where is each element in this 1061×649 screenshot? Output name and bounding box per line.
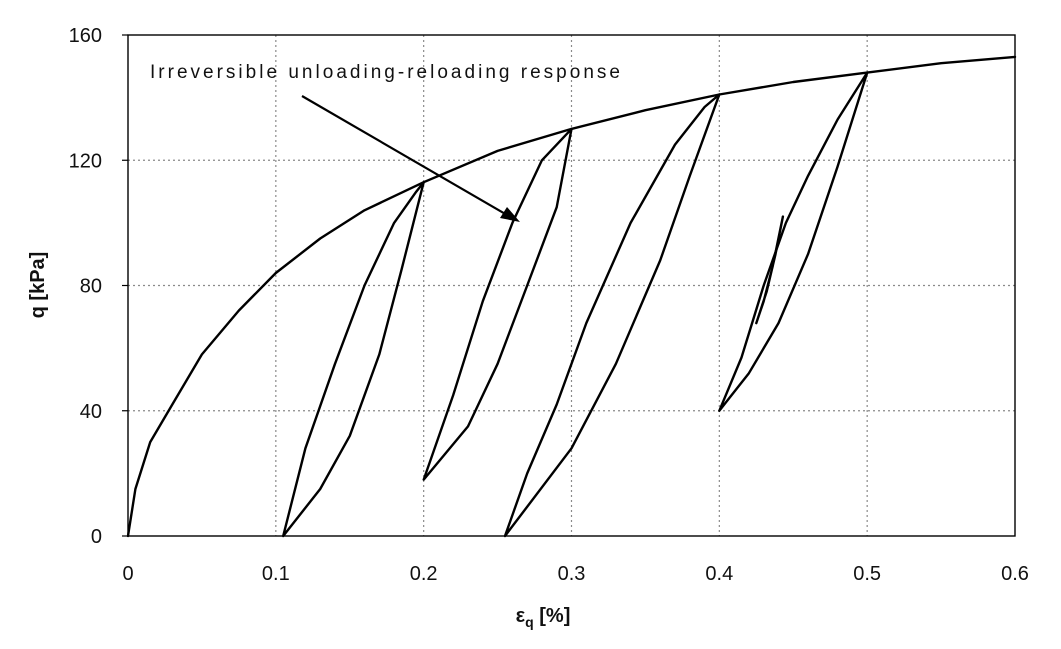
series-loop-4 bbox=[718, 71, 869, 412]
x-tick-label: 0.3 bbox=[558, 563, 586, 585]
series-backbone-curve bbox=[126, 55, 1017, 538]
y-tick-label: 160 bbox=[69, 25, 102, 47]
x-axis-symbol: ε bbox=[516, 605, 526, 627]
grid bbox=[122, 34, 1015, 537]
series-loop-5 bbox=[755, 215, 785, 325]
y-axis-title: q [kPa] bbox=[27, 252, 49, 319]
series-loop-3 bbox=[503, 93, 721, 538]
x-axis-unit: [%] bbox=[534, 605, 571, 627]
x-tick-label: 0.5 bbox=[853, 563, 881, 585]
annotation-arrow bbox=[301, 95, 520, 222]
annotation-label: Irreversible unloading-reloading respons… bbox=[150, 62, 620, 83]
y-tick-label: 80 bbox=[80, 276, 102, 298]
x-axis-subscript: q bbox=[525, 614, 534, 630]
x-tick-label: 0.4 bbox=[705, 563, 733, 585]
series-loop-1 bbox=[282, 180, 425, 538]
y-tick-labels: 0 40 80 120 160 bbox=[69, 25, 102, 548]
x-tick-label: 0.2 bbox=[410, 563, 438, 585]
series-loop-2 bbox=[422, 127, 573, 481]
x-tick-label: 0.6 bbox=[1001, 563, 1029, 585]
plot-frame bbox=[127, 34, 1016, 537]
x-axis-title: εq [%] bbox=[516, 605, 571, 630]
y-tick-label: 40 bbox=[80, 401, 102, 423]
series-group bbox=[126, 55, 1017, 538]
x-tick-labels: 0 0.1 0.2 0.3 0.4 0.5 0.6 bbox=[122, 563, 1028, 585]
y-tick-label: 120 bbox=[69, 150, 102, 172]
x-tick-label: 0 bbox=[122, 563, 133, 585]
x-tick-label: 0.1 bbox=[262, 563, 290, 585]
y-tick-label: 0 bbox=[91, 526, 102, 548]
